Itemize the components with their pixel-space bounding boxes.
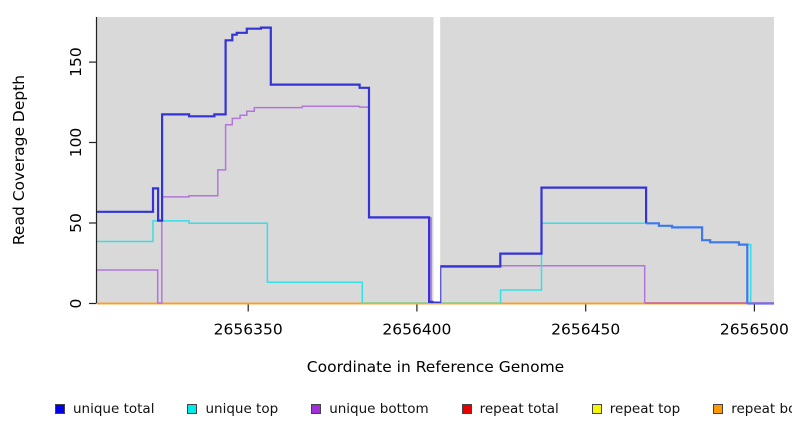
legend-swatch xyxy=(187,404,198,414)
legend-label: repeat bottom xyxy=(731,401,792,417)
legend-label: unique total xyxy=(73,401,155,417)
y-tick-label: 0 xyxy=(67,299,85,309)
y-tick-label: 100 xyxy=(67,128,85,158)
legend-label: unique bottom xyxy=(329,401,429,417)
legend-item-repeat-total: repeat total xyxy=(461,401,559,417)
x-axis-label: Coordinate in Reference Genome xyxy=(306,358,565,376)
y-axis-label: Read Coverage Depth xyxy=(10,74,28,246)
legend-item-repeat-top: repeat top xyxy=(591,401,681,417)
legend-swatch xyxy=(461,404,472,414)
plot-area: 2656350 2656400 2656450 2656500 0 50 100 150 xyxy=(67,17,789,339)
legend-label: unique top xyxy=(205,401,279,417)
legend-label: repeat top xyxy=(609,401,681,417)
legend-swatch xyxy=(55,404,65,414)
x-tick-label: 2656500 xyxy=(720,321,789,339)
legend-item-unique-total: unique total xyxy=(55,401,154,417)
legend: unique total unique top unique bottom repea… xyxy=(55,401,792,417)
series-unique-top-line xyxy=(97,220,364,303)
y-tick-label: 50 xyxy=(67,213,85,233)
series-unique-total-line xyxy=(646,222,749,304)
legend-swatch xyxy=(311,404,322,414)
x-tick-label: 2656450 xyxy=(551,321,620,339)
legend-item-unique-top: unique top xyxy=(187,401,278,417)
legend-label: repeat total xyxy=(479,401,559,417)
legend-item-unique-bottom: unique bottom xyxy=(311,401,429,417)
y-tick-label: 150 xyxy=(67,47,85,77)
legend-item-repeat-bottom: repeat bottom xyxy=(713,401,792,417)
legend-swatch xyxy=(713,404,724,414)
x-tick-label: 2656350 xyxy=(214,321,283,339)
x-tick-label: 2656400 xyxy=(382,321,451,339)
no-data-gap xyxy=(433,17,441,302)
series-unique-bottom-line xyxy=(97,105,646,304)
legend-swatch xyxy=(591,404,602,414)
